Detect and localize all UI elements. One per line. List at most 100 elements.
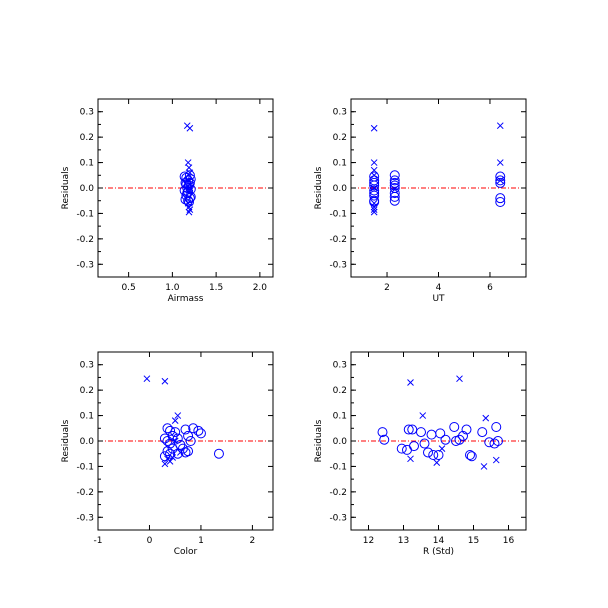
x-axis-label: R (Std): [423, 547, 454, 557]
data-point-cross: [186, 169, 194, 177]
data-point-circle: [183, 186, 194, 197]
data-point-circle: [179, 171, 190, 182]
y-tick-label: -0.1: [76, 462, 94, 472]
x-tick-label: 4: [436, 283, 442, 293]
data-point-cross: [496, 177, 504, 184]
y-axis-label: Residuals: [314, 419, 324, 462]
data-point-circle: [433, 449, 444, 460]
data-point-circle: [369, 190, 380, 201]
data-point-circle: [440, 434, 451, 445]
y-axis-label: Residuals: [61, 166, 71, 209]
y-tick-label: -0.1: [76, 209, 94, 219]
y-tick-label: -0.1: [329, 209, 347, 219]
data-point-cross: [171, 437, 179, 445]
data-point-cross: [370, 171, 378, 179]
data-point-circle: [402, 444, 412, 455]
x-tick-label: 13: [398, 536, 409, 546]
data-point-cross: [419, 412, 427, 419]
data-point-circle: [449, 422, 460, 433]
data-point-circle: [162, 446, 173, 457]
scatter-panel-0: -0.3 -0.2 -0.1 0.0 0.1 0.2 0.3 0.5 1.0 1.5 2.0 Airm…: [61, 98, 274, 304]
data-point-circle: [389, 175, 400, 186]
data-point-circle: [162, 436, 173, 446]
data-point-circle: [389, 170, 400, 181]
data-point-cross: [174, 412, 182, 419]
y-tick-label: 0.2: [333, 386, 347, 396]
data-point-circle: [213, 448, 224, 459]
y-tick-label: -0.3: [76, 260, 94, 270]
data-point-cross: [496, 159, 504, 166]
y-tick-label: -0.2: [329, 235, 347, 245]
y-tick-label: 0.3: [333, 361, 347, 371]
y-tick-label: 0.3: [80, 361, 94, 371]
data-point-circle: [193, 425, 204, 436]
y-tick-label: 0.3: [333, 108, 347, 118]
x-tick-label: 15: [468, 536, 479, 546]
y-tick-label: -0.1: [329, 462, 347, 472]
x-tick-label: 1: [198, 536, 204, 546]
data-point-circle: [477, 427, 488, 438]
y-tick-label: 0.2: [333, 133, 347, 143]
data-point-circle: [454, 434, 465, 445]
data-point-circle: [419, 438, 430, 449]
data-point-cross: [161, 377, 169, 385]
data-point-cross: [433, 459, 441, 466]
data-point-circle: [188, 423, 199, 434]
data-point-cross: [492, 456, 500, 464]
data-point-circle: [389, 195, 400, 206]
x-tick-label: 2: [250, 536, 256, 546]
data-point-cross: [370, 159, 378, 166]
data-point-circle: [184, 170, 195, 181]
data-point-circle: [170, 427, 181, 438]
data-point-circle: [465, 449, 475, 460]
data-point-circle: [495, 193, 506, 204]
scatter-panel-3: -0.3 -0.2 -0.1 0.0 0.1 0.2 0.3 12 13 14 15 16 R (Std…: [314, 351, 527, 557]
y-tick-label: 0.1: [333, 159, 347, 169]
data-point-circle: [180, 424, 191, 435]
y-tick-label: -0.3: [329, 513, 347, 523]
data-point-cross: [185, 187, 193, 194]
data-point-cross: [370, 203, 378, 211]
data-point-cross: [161, 460, 169, 468]
data-point-cross: [480, 463, 488, 470]
data-point-circle: [428, 449, 439, 460]
data-point-cross: [143, 375, 151, 383]
data-point-cross: [370, 184, 378, 192]
x-axis-label: Color: [174, 547, 198, 557]
y-axis-label: Residuals: [314, 166, 324, 209]
data-point-cross: [169, 454, 176, 461]
y-tick-label: 0.1: [80, 412, 94, 422]
data-point-cross: [171, 417, 179, 425]
y-tick-label: -0.3: [76, 513, 94, 523]
data-point-cross: [176, 449, 184, 456]
y-tick-label: 0.1: [80, 159, 94, 169]
x-tick-label: -1: [94, 536, 103, 546]
y-tick-label: 0.1: [333, 412, 347, 422]
data-point-circle: [489, 438, 500, 449]
x-axis-label: UT: [432, 294, 445, 304]
data-point-circle: [165, 425, 176, 436]
y-tick-label: -0.2: [329, 488, 347, 498]
data-point-circle: [495, 175, 506, 186]
scatter-panel-1: -0.3 -0.2 -0.1 0.0 0.1 0.2 0.3 2 4 6 UT Residuals: [314, 98, 527, 304]
data-point-circle: [495, 196, 506, 207]
data-point-circle: [185, 436, 196, 446]
data-point-circle: [389, 177, 400, 188]
x-tick-label: 2.0: [253, 283, 268, 293]
data-point-circle: [195, 428, 206, 439]
x-tick-label: 2: [384, 283, 390, 293]
x-tick-label: 1.5: [209, 283, 223, 293]
data-point-cross: [407, 455, 414, 463]
data-point-cross: [370, 208, 378, 216]
data-point-cross: [370, 166, 378, 174]
data-point-cross: [482, 414, 490, 422]
x-axis-label: Airmass: [168, 294, 204, 304]
data-point-circle: [377, 427, 388, 438]
x-tick-label: 6: [487, 283, 493, 293]
data-point-circle: [165, 448, 176, 459]
x-tick-label: 0: [147, 536, 153, 546]
data-point-circle: [159, 433, 170, 444]
x-tick-label: 0.5: [121, 283, 135, 293]
data-point-circle: [458, 430, 468, 441]
